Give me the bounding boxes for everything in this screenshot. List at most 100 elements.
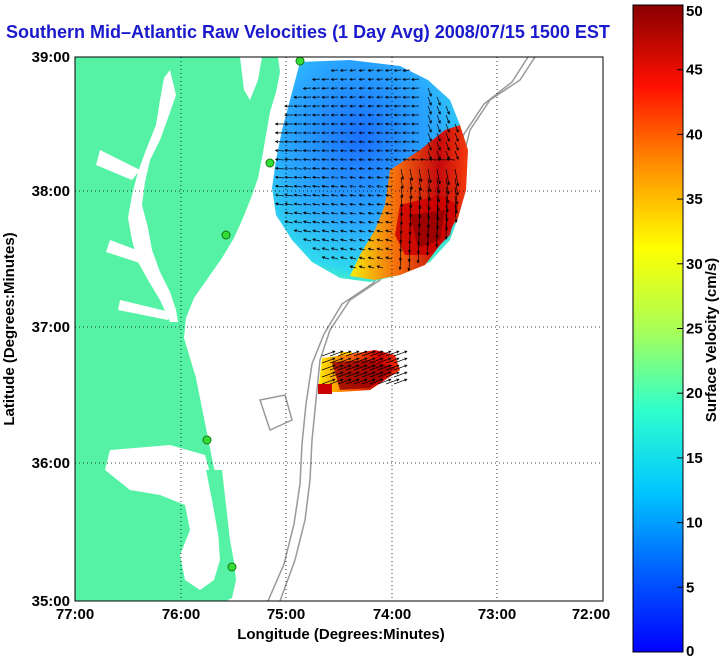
velocity-vector bbox=[329, 357, 344, 364]
velocity-vector bbox=[445, 114, 450, 124]
velocity-vector bbox=[321, 158, 330, 162]
velocity-vector bbox=[358, 211, 366, 215]
x-tick-label: 76:00 bbox=[162, 606, 200, 623]
velocity-vector bbox=[427, 105, 432, 115]
velocity-vector bbox=[446, 158, 456, 162]
velocity-vector bbox=[376, 77, 384, 81]
velocity-vector bbox=[367, 211, 375, 215]
velocity-vector bbox=[302, 104, 312, 108]
velocity-vector bbox=[321, 371, 336, 378]
velocity-patch-south bbox=[318, 350, 400, 394]
velocity-vector bbox=[411, 86, 420, 90]
velocity-vector bbox=[293, 95, 303, 99]
velocity-vector bbox=[428, 158, 438, 162]
velocity-vector bbox=[358, 238, 366, 242]
velocity-vector bbox=[349, 220, 357, 224]
velocity-vector bbox=[402, 68, 411, 72]
velocity-vector bbox=[367, 104, 375, 108]
velocity-vector bbox=[385, 184, 393, 188]
velocity-vector bbox=[385, 158, 393, 162]
velocity-vector bbox=[312, 77, 321, 81]
velocity-vector bbox=[427, 168, 432, 184]
velocity-vector bbox=[454, 186, 459, 205]
velocity-vector bbox=[376, 122, 384, 126]
velocity-vector bbox=[385, 350, 400, 357]
velocity-vector bbox=[275, 166, 285, 170]
velocity-vector bbox=[349, 68, 357, 72]
velocity-vector bbox=[393, 378, 408, 385]
velocity-vector bbox=[411, 149, 420, 153]
velocity-vector bbox=[349, 247, 357, 251]
velocity-vector bbox=[367, 167, 375, 171]
velocity-vector bbox=[367, 238, 375, 242]
velocity-vector bbox=[367, 229, 375, 233]
velocity-vector bbox=[293, 166, 303, 170]
velocity-vector bbox=[393, 364, 408, 371]
velocity-vector bbox=[436, 96, 441, 106]
velocity-vector bbox=[330, 77, 339, 81]
x-tick-label: 73:00 bbox=[478, 606, 516, 623]
velocity-vector bbox=[330, 149, 339, 153]
velocity-vector bbox=[437, 158, 447, 162]
velocity-vector bbox=[358, 104, 366, 108]
velocity-vector bbox=[349, 140, 357, 144]
velocity-vector bbox=[358, 256, 366, 260]
velocity-vector bbox=[293, 149, 303, 153]
velocity-vector bbox=[358, 113, 366, 117]
velocity-vector bbox=[303, 220, 312, 224]
velocity-vector bbox=[337, 371, 352, 378]
velocity-vector bbox=[411, 95, 420, 99]
velocity-vector bbox=[402, 131, 411, 135]
velocity-vector bbox=[353, 371, 368, 378]
velocity-vector bbox=[369, 357, 384, 364]
velocity-vector bbox=[303, 229, 312, 233]
velocity-vector bbox=[358, 140, 366, 144]
velocity-vector bbox=[454, 123, 459, 133]
velocity-vector bbox=[330, 86, 339, 90]
velocity-vector bbox=[275, 158, 285, 161]
velocity-vector bbox=[312, 104, 321, 108]
velocity-vector bbox=[321, 149, 330, 153]
velocity-vector bbox=[303, 175, 312, 179]
velocity-vector bbox=[367, 220, 375, 224]
velocity-vector bbox=[330, 211, 339, 215]
velocity-vector bbox=[321, 184, 330, 188]
velocity-vector bbox=[340, 202, 348, 206]
velocity-vector bbox=[409, 168, 414, 181]
radar-station-marker bbox=[295, 56, 305, 66]
velocity-vector bbox=[385, 371, 400, 378]
velocity-vector bbox=[436, 177, 441, 194]
velocity-vector bbox=[376, 68, 384, 72]
y-tick-label: 35:00 bbox=[32, 593, 70, 610]
velocity-vector bbox=[337, 378, 352, 385]
y-tick-label: 37:00 bbox=[32, 319, 70, 336]
velocity-vector bbox=[436, 150, 441, 160]
velocity-vector bbox=[312, 158, 321, 162]
velocity-vector bbox=[330, 220, 339, 224]
velocity-vector bbox=[340, 77, 348, 81]
velocity-vector bbox=[367, 140, 375, 144]
velocity-vector bbox=[340, 158, 348, 162]
x-axis-label: Longitude (Degrees:Minutes) bbox=[237, 626, 445, 643]
colorbar bbox=[632, 4, 684, 653]
velocity-vector bbox=[385, 193, 393, 197]
velocity-vector bbox=[376, 229, 384, 233]
velocity-vector bbox=[337, 350, 352, 357]
x-tick-label: 75:00 bbox=[267, 606, 305, 623]
velocity-vector bbox=[345, 371, 360, 378]
velocity-vector bbox=[329, 371, 344, 378]
pamlico-sound bbox=[105, 445, 220, 590]
colorbar-tick-label: 50 bbox=[686, 3, 703, 20]
velocity-vector bbox=[436, 132, 441, 142]
velocity-vector bbox=[361, 371, 376, 378]
velocity-vector bbox=[340, 229, 348, 233]
velocity-vector bbox=[330, 238, 339, 242]
velocity-vector bbox=[385, 68, 393, 72]
velocity-vector bbox=[385, 220, 393, 224]
colorbar-tick-label: 20 bbox=[686, 385, 703, 402]
velocity-vector bbox=[275, 122, 285, 126]
velocity-vector bbox=[445, 105, 450, 115]
velocity-vector bbox=[349, 185, 357, 188]
velocity-vector bbox=[436, 141, 441, 151]
velocity-vector bbox=[340, 95, 348, 99]
